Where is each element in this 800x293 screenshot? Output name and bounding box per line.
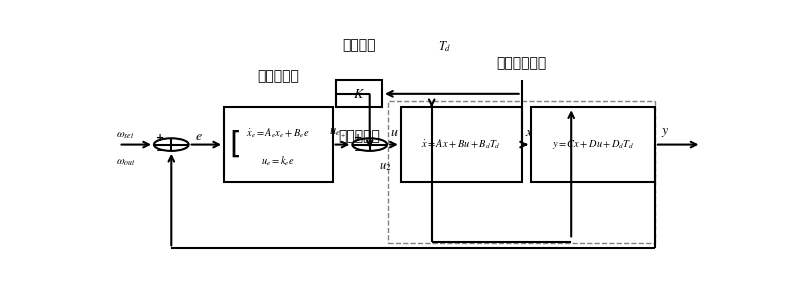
Text: $\omega_{set}$: $\omega_{set}$: [115, 130, 134, 141]
Text: −: −: [156, 146, 165, 156]
Text: $K$: $K$: [353, 87, 365, 101]
Text: $u_{e_+}$: $u_{e_+}$: [330, 125, 346, 139]
Bar: [336, 80, 382, 107]
Text: $e$: $e$: [195, 129, 202, 143]
Text: $u$: $u$: [390, 125, 398, 139]
Text: $\dot{x} = Ax + Bu + B_d T_d$: $\dot{x} = Ax + Bu + B_d T_d$: [422, 138, 501, 151]
Text: 速率开环系统: 速率开环系统: [497, 56, 546, 70]
Text: +: +: [354, 133, 362, 143]
Bar: [388, 100, 655, 243]
Bar: [224, 107, 333, 182]
Text: $x$: $x$: [525, 125, 534, 139]
Text: $y$: $y$: [661, 125, 670, 139]
Text: $y = Cx + Du + D_d T_d$: $y = Cx + Du + D_d T_d$: [552, 138, 634, 151]
Text: $\omega_{out}$: $\omega_{out}$: [115, 157, 135, 168]
Text: +: +: [156, 133, 164, 143]
Text: $u_e = k_e e$: $u_e = k_e e$: [262, 154, 295, 168]
Text: [: [: [229, 130, 241, 159]
Bar: [531, 107, 655, 182]
Text: −: −: [354, 146, 363, 156]
Bar: [401, 107, 522, 182]
Text: $T_d$: $T_d$: [438, 39, 451, 54]
Text: $\dot{x}_e = A_e x_e + B_e e$: $\dot{x}_e = A_e x_e + B_e e$: [246, 127, 310, 140]
Text: 镇定补偿器: 镇定补偿器: [338, 130, 380, 144]
Text: 偏心力矩: 偏心力矩: [342, 38, 375, 52]
Text: $u_2$: $u_2$: [379, 160, 391, 173]
Text: 伺服补偿器: 伺服补偿器: [258, 69, 299, 83]
